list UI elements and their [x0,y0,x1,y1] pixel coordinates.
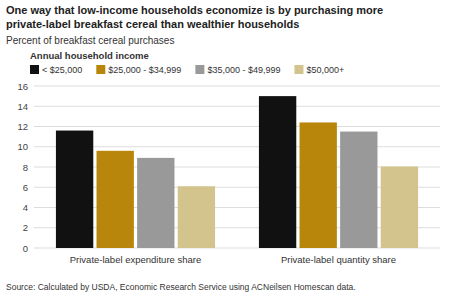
y-tick-label: 2 [23,222,28,233]
legend-swatch [294,65,303,74]
x-tick-label: Private-label expenditure share [70,254,202,265]
y-tick-label: 12 [17,121,28,132]
y-tick-label: 16 [17,81,28,92]
y-tick-label: 4 [23,202,28,213]
x-tick-label: Private-label quantity share [281,254,396,265]
legend-title: Annual household income [30,50,149,61]
title: One way that low-income households econo… [6,4,383,16]
bar [259,96,296,248]
bar [178,186,215,248]
legend-entry: $50,000+ [306,65,344,75]
legend-swatch [30,65,39,74]
bar [340,132,377,248]
grid-line [34,86,440,87]
subtitle: private-label breakfast cereal than weal… [6,18,299,30]
y-tick-label: 0 [23,243,28,254]
grid [34,86,440,248]
y-tick-label: 6 [23,182,28,193]
legend: Annual household income < $25,000 $25,000 … [30,50,344,75]
y-tick-label: 10 [17,141,28,152]
bar [97,151,134,248]
grid-line [34,126,440,127]
y-tick-label: 8 [23,162,28,173]
chart: One way that low-income households econo… [0,0,450,298]
grid-line [34,167,440,168]
legend-swatch [96,65,105,74]
source: Source: Calculated by USDA, Economic Res… [6,282,356,292]
legend-swatch [195,65,204,74]
grid-line [34,187,440,188]
bar [137,158,174,248]
grid-line [34,106,440,107]
bar [300,122,337,248]
grid-line [34,146,440,147]
bar [56,131,93,248]
grid-line [34,207,440,208]
bars [56,96,418,248]
y-axis-label: Percent of breakfast cereal purchases [6,35,174,46]
legend-entry: $25,000 - $34,999 [108,65,181,75]
bar [381,166,418,248]
grid-line [34,227,440,228]
grid-line [34,248,440,249]
background [0,0,450,298]
legend-entry: $35,000 - $49,999 [207,65,280,75]
legend-entry: < $25,000 [42,65,82,75]
y-tick-label: 14 [17,101,28,112]
